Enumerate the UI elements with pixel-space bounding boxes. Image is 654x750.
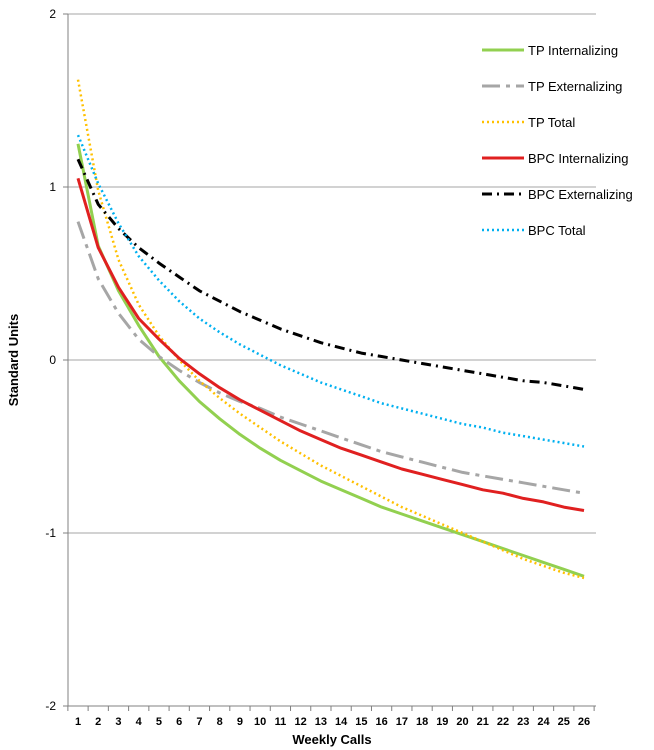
legend-label: TP Internalizing <box>528 43 618 58</box>
series-line <box>76 221 585 495</box>
series-line <box>76 158 585 391</box>
x-tick-label: 24 <box>537 716 550 728</box>
gridlines <box>63 13 596 707</box>
legend-label: BPC Internalizing <box>528 151 628 166</box>
series-line <box>76 79 585 580</box>
series-line <box>76 177 585 512</box>
legend: TP Internalizing TP Externalizing TP Total… <box>482 43 633 238</box>
x-tick-label: 9 <box>237 716 243 728</box>
x-tick-label: 15 <box>355 716 367 728</box>
legend-label: BPC Externalizing <box>528 187 633 202</box>
legend-label: TP Total <box>528 115 575 130</box>
legend-label: BPC Total <box>528 223 586 238</box>
x-tick-label: 5 <box>156 716 162 728</box>
y-tick-label: 0 <box>49 353 56 367</box>
y-tick-label: 2 <box>49 7 56 21</box>
x-tick-label: 13 <box>315 716 327 728</box>
legend-label: TP Externalizing <box>528 79 622 94</box>
x-tick-label: 2 <box>95 716 101 728</box>
series-lines <box>76 79 585 580</box>
x-tick-label: 21 <box>477 716 489 728</box>
x-tick-label: 17 <box>396 716 408 728</box>
x-tick-label: 6 <box>176 716 182 728</box>
x-tick-label: 12 <box>295 716 307 728</box>
x-tick-label: 14 <box>335 716 348 728</box>
x-tick-label: 4 <box>136 716 143 728</box>
x-tick-label: 8 <box>217 716 223 728</box>
x-tick-label: 3 <box>115 716 121 728</box>
x-tick-label: 23 <box>517 716 529 728</box>
axes <box>67 14 596 707</box>
x-tick-label: 10 <box>254 716 266 728</box>
y-tick-label: -2 <box>45 699 56 713</box>
x-tick-label: 7 <box>196 716 202 728</box>
x-tick-label: 16 <box>375 716 387 728</box>
x-tick-label: 25 <box>558 716 570 728</box>
x-tick-labels: 1 2 3 4 5 6 7 8 9 10 11 12 13 14 15 16 17 18 19 20 21 22 23 24 2… <box>67 706 595 728</box>
series-line <box>76 143 585 578</box>
x-tick-label: 19 <box>436 716 448 728</box>
x-tick-label: 18 <box>416 716 428 728</box>
y-tick-label: -1 <box>45 526 56 540</box>
y-axis-title: Standard Units <box>6 314 21 406</box>
x-axis-title: Weekly Calls <box>292 732 371 747</box>
y-tick-labels: 2 1 0 -1 -2 <box>45 7 56 713</box>
series-line <box>76 134 585 448</box>
y-tick-label: 1 <box>49 180 56 194</box>
x-tick-label: 26 <box>578 716 590 728</box>
x-tick-label: 11 <box>275 716 287 728</box>
x-tick-label: 20 <box>456 716 468 728</box>
x-tick-label: 22 <box>497 716 509 728</box>
x-tick-label: 1 <box>75 716 81 728</box>
